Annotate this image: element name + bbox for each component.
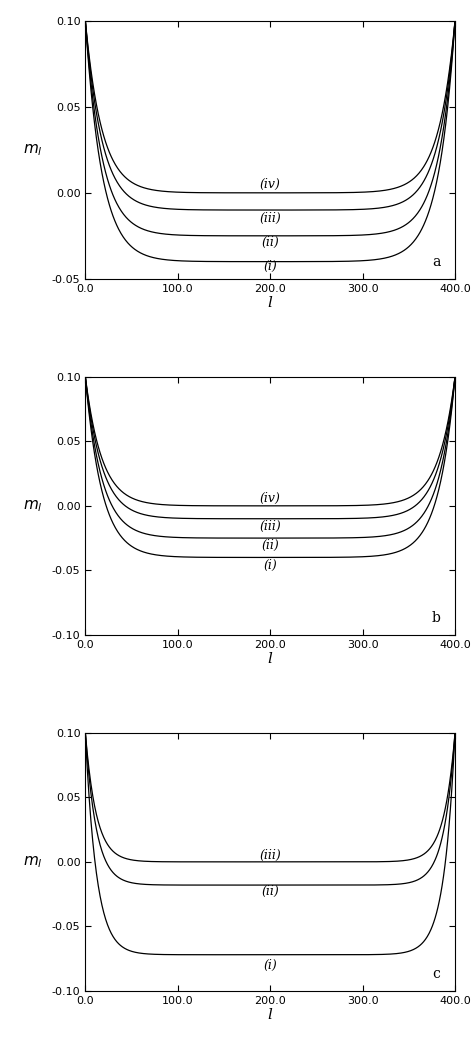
X-axis label: l: l	[268, 296, 273, 311]
Text: (iv): (iv)	[260, 177, 281, 191]
Text: (i): (i)	[263, 959, 277, 971]
Text: (ii): (ii)	[261, 236, 279, 249]
Text: (iii): (iii)	[259, 849, 281, 862]
Text: (iv): (iv)	[260, 491, 281, 505]
Text: (iii): (iii)	[259, 520, 281, 533]
Text: a: a	[432, 254, 440, 268]
Y-axis label: $m_l$: $m_l$	[22, 142, 42, 157]
X-axis label: l: l	[268, 1009, 273, 1022]
Text: (ii): (ii)	[261, 886, 279, 898]
Y-axis label: $m_l$: $m_l$	[22, 498, 42, 514]
Text: (i): (i)	[263, 559, 277, 572]
X-axis label: l: l	[268, 653, 273, 666]
Text: (i): (i)	[263, 261, 277, 273]
Text: b: b	[431, 610, 440, 625]
Text: (ii): (ii)	[261, 539, 279, 553]
Y-axis label: $m_l$: $m_l$	[22, 854, 42, 870]
Text: c: c	[432, 967, 440, 980]
Text: (iii): (iii)	[259, 212, 281, 225]
